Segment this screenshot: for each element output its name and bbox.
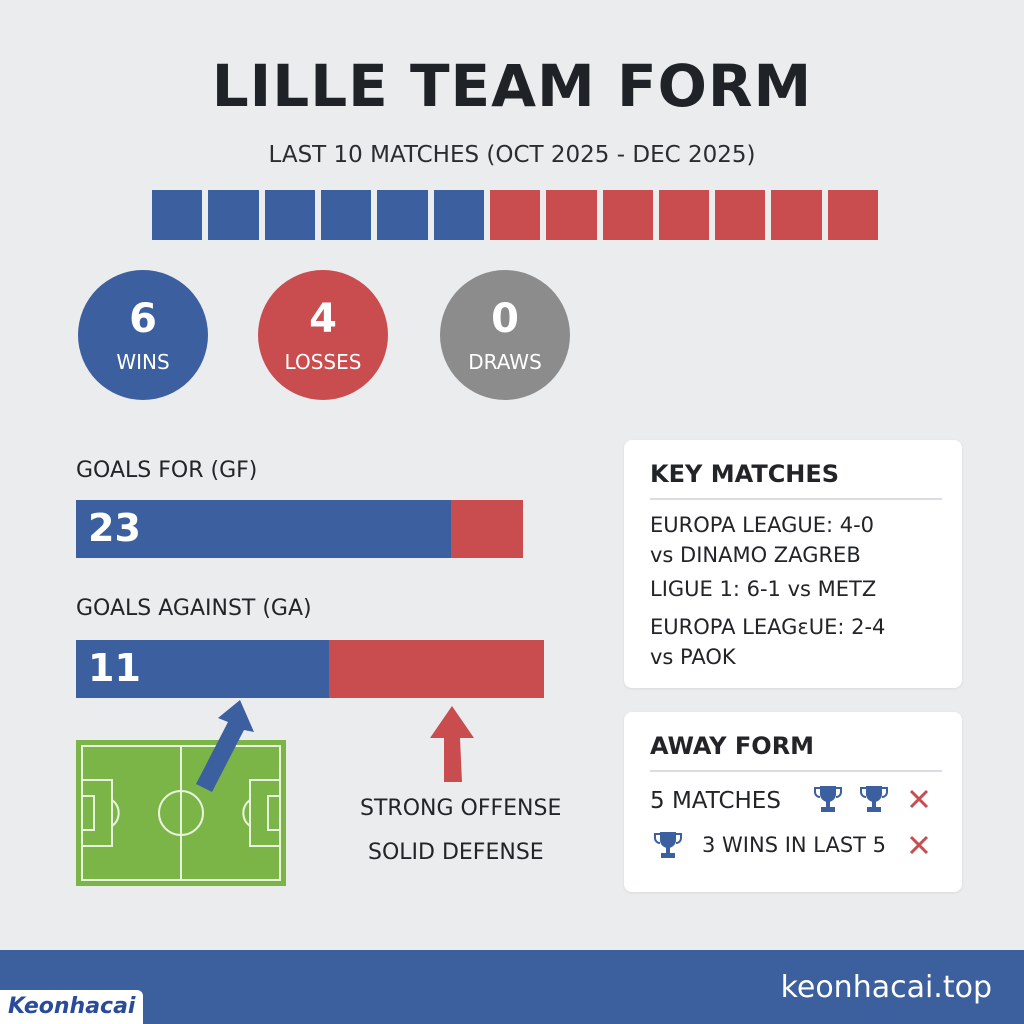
- key-matches-title: KEY MATCHES: [650, 460, 840, 488]
- key-match-line: EUROPA LEAGUE: 4-0: [650, 513, 875, 537]
- form-cell-loss: [771, 190, 822, 240]
- form-strip: [152, 190, 879, 240]
- form-cell-win: [264, 190, 315, 240]
- losses-label: LOSSES: [284, 350, 362, 374]
- form-cell-loss: [827, 190, 879, 240]
- away-form-title: AWAY FORM: [650, 732, 815, 760]
- goals-for-blue-segment: [76, 500, 452, 558]
- wins-label: WINS: [116, 350, 170, 374]
- football-pitch-icon: [76, 740, 286, 886]
- form-cell-win: [208, 190, 259, 240]
- form-cell-win: [433, 190, 484, 240]
- defense-arrow-icon: [430, 706, 474, 782]
- goals-against-bar: 11: [76, 640, 544, 698]
- away-form-card: AWAY FORM 5 MATCHES 3 WINS IN LAST 5: [624, 712, 962, 892]
- key-matches-card: KEY MATCHES EUROPA LEAGUE: 4-0 vs DINAMO…: [624, 440, 962, 688]
- goals-against-blue-segment: [76, 640, 329, 698]
- goals-against-value: 11: [88, 646, 141, 690]
- page-title: LILLE TEAM FORM: [211, 52, 813, 120]
- key-match-line: vs PAOK: [650, 645, 736, 669]
- trophy-icon: [860, 786, 888, 812]
- goals-for-value: 23: [88, 506, 141, 550]
- goals-for-label: GOALS FOR (GF): [76, 458, 258, 483]
- goals-for-red-segment: [451, 500, 523, 558]
- offense-caption: STRONG OFFENSE: [360, 796, 562, 821]
- cross-icon: [909, 835, 929, 855]
- goals-for-bar: 23: [76, 500, 523, 558]
- key-matches-divider: [650, 498, 942, 500]
- form-cell-win: [377, 190, 428, 240]
- goals-against-red-segment: [328, 640, 544, 698]
- wins-badge: 6 WINS: [78, 270, 208, 400]
- defense-caption: SOLID DEFENSE: [368, 840, 544, 865]
- key-match-line: vs DINAMO ZAGREB: [650, 543, 861, 567]
- form-cell-loss: [715, 190, 766, 240]
- cross-icon: [909, 789, 929, 809]
- away-form-divider: [650, 770, 942, 772]
- footer-bar: keonhacai.top: [0, 950, 1024, 1024]
- form-cell-win: [152, 190, 203, 240]
- trophy-icon: [814, 786, 842, 812]
- key-match-line: EUROPA LEAGɛUE: 2-4: [650, 615, 886, 639]
- losses-value: 4: [309, 296, 337, 342]
- away-matches-label: 5 MATCHES: [650, 788, 781, 814]
- footer-site-link[interactable]: keonhacai.top: [780, 970, 992, 1005]
- form-cell-win: [320, 190, 372, 240]
- losses-badge: 4 LOSSES: [258, 270, 388, 400]
- trophy-icon: [654, 832, 682, 858]
- draws-badge: 0 DRAWS: [440, 270, 570, 400]
- offense-arrow-icon: [196, 700, 254, 792]
- draws-value: 0: [491, 296, 519, 342]
- brand-logo: Keonhacai: [0, 990, 144, 1024]
- form-cell-loss: [602, 190, 653, 240]
- page-subtitle: LAST 10 MATCHES (OCT 2025 - DEC 2025): [268, 142, 756, 168]
- wins-value: 6: [129, 296, 157, 342]
- away-wins-label: 3 WINS IN LAST 5: [702, 833, 887, 857]
- form-cell-loss: [658, 190, 710, 240]
- form-cell-loss: [546, 190, 597, 240]
- draws-label: DRAWS: [468, 350, 542, 374]
- key-match-line: LIGUE 1: 6-1 vs METZ: [650, 577, 877, 601]
- form-cell-loss: [489, 190, 541, 240]
- goals-against-label: GOALS AGAINST (GA): [76, 596, 312, 621]
